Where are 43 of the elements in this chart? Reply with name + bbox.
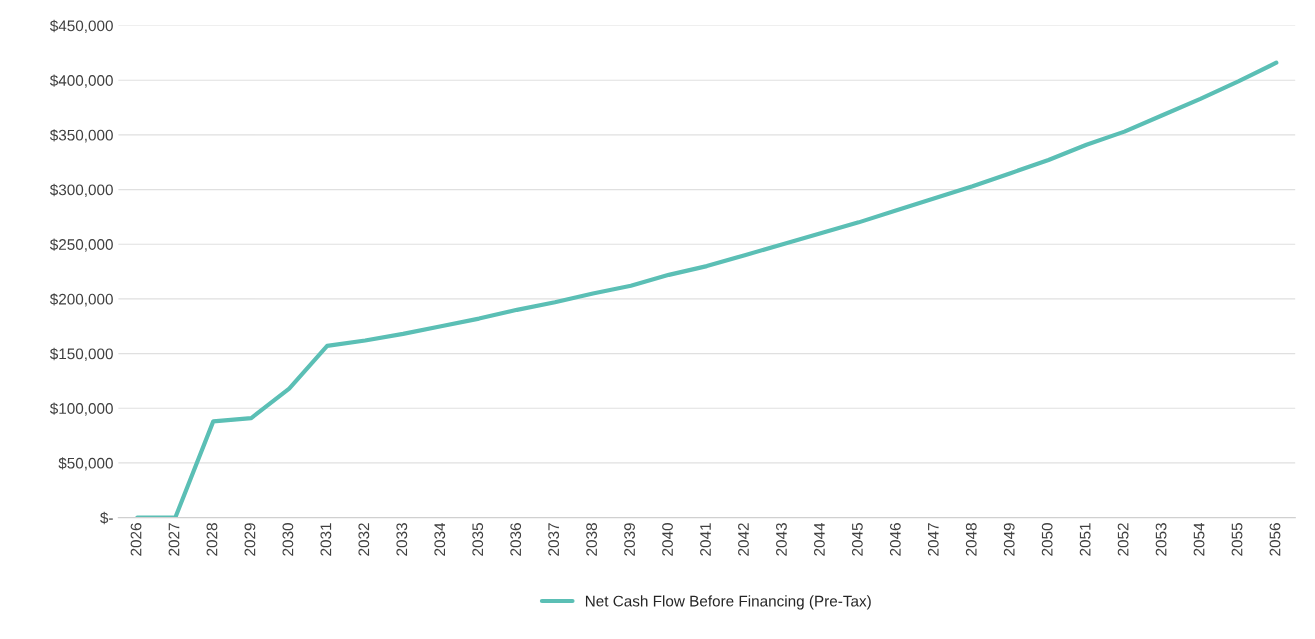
y-tick-label: $300,000 <box>49 183 113 198</box>
x-tick-label: 2039 <box>624 523 635 556</box>
x-tick-label: 2027 <box>168 523 180 556</box>
y-tick-label: $200,000 <box>49 293 113 307</box>
x-tick-label: 2044 <box>813 522 825 556</box>
x-tick-label: 2055 <box>1231 523 1243 556</box>
x-tick-label: 2047 <box>927 523 939 556</box>
x-tick-label: 2029 <box>244 523 256 556</box>
x-tick-label: 2030 <box>282 523 294 556</box>
x-tick-label: 2037 <box>548 523 560 556</box>
y-tick-label: $350,000 <box>49 129 113 143</box>
x-tick-label: 2028 <box>206 523 218 556</box>
x-tick-label: 2049 <box>1003 523 1015 556</box>
x-tick-label: 2053 <box>1155 523 1167 556</box>
x-tick-label: 2051 <box>1079 523 1091 556</box>
x-tick-label: 2046 <box>889 523 901 556</box>
x-tick-label: 2033 <box>396 523 408 556</box>
x-tick-label: 2054 <box>1193 522 1205 556</box>
x-tick-label: 2032 <box>358 523 370 556</box>
x-tick-label: 2042 <box>738 523 749 556</box>
x-tick-label: 2035 <box>472 523 484 556</box>
y-tick-label: $50,000 <box>58 457 113 471</box>
x-tick-label: 2036 <box>510 523 522 556</box>
x-tick-label: 2031 <box>320 523 332 556</box>
x-tick-label: 2052 <box>1117 523 1129 556</box>
x-tick-label: 2043 <box>776 523 787 556</box>
x-tick-label: 2034 <box>434 522 446 556</box>
x-tick-label: 2050 <box>1041 523 1053 556</box>
y-tick-label: $- <box>100 511 113 525</box>
legend-label: Net Cash Flow Before Financing (Pre-Tax) <box>585 595 871 610</box>
y-tick-label: $150,000 <box>49 347 113 362</box>
x-tick-label: 2041 <box>700 523 711 556</box>
x-tick-label: 2026 <box>130 523 142 556</box>
y-tick-label: $100,000 <box>49 402 113 416</box>
y-tick-label: $450,000 <box>49 19 113 34</box>
line-series <box>135 60 1279 518</box>
x-tick-label: 2038 <box>586 523 598 556</box>
y-tick-label: $400,000 <box>49 74 113 88</box>
y-tick-label: $250,000 <box>49 238 113 252</box>
x-tick-label: 2040 <box>662 523 673 556</box>
x-tick-label: 2048 <box>965 523 977 556</box>
x-tick-label: 2045 <box>851 523 863 556</box>
x-tick-label: 2056 <box>1269 523 1281 556</box>
